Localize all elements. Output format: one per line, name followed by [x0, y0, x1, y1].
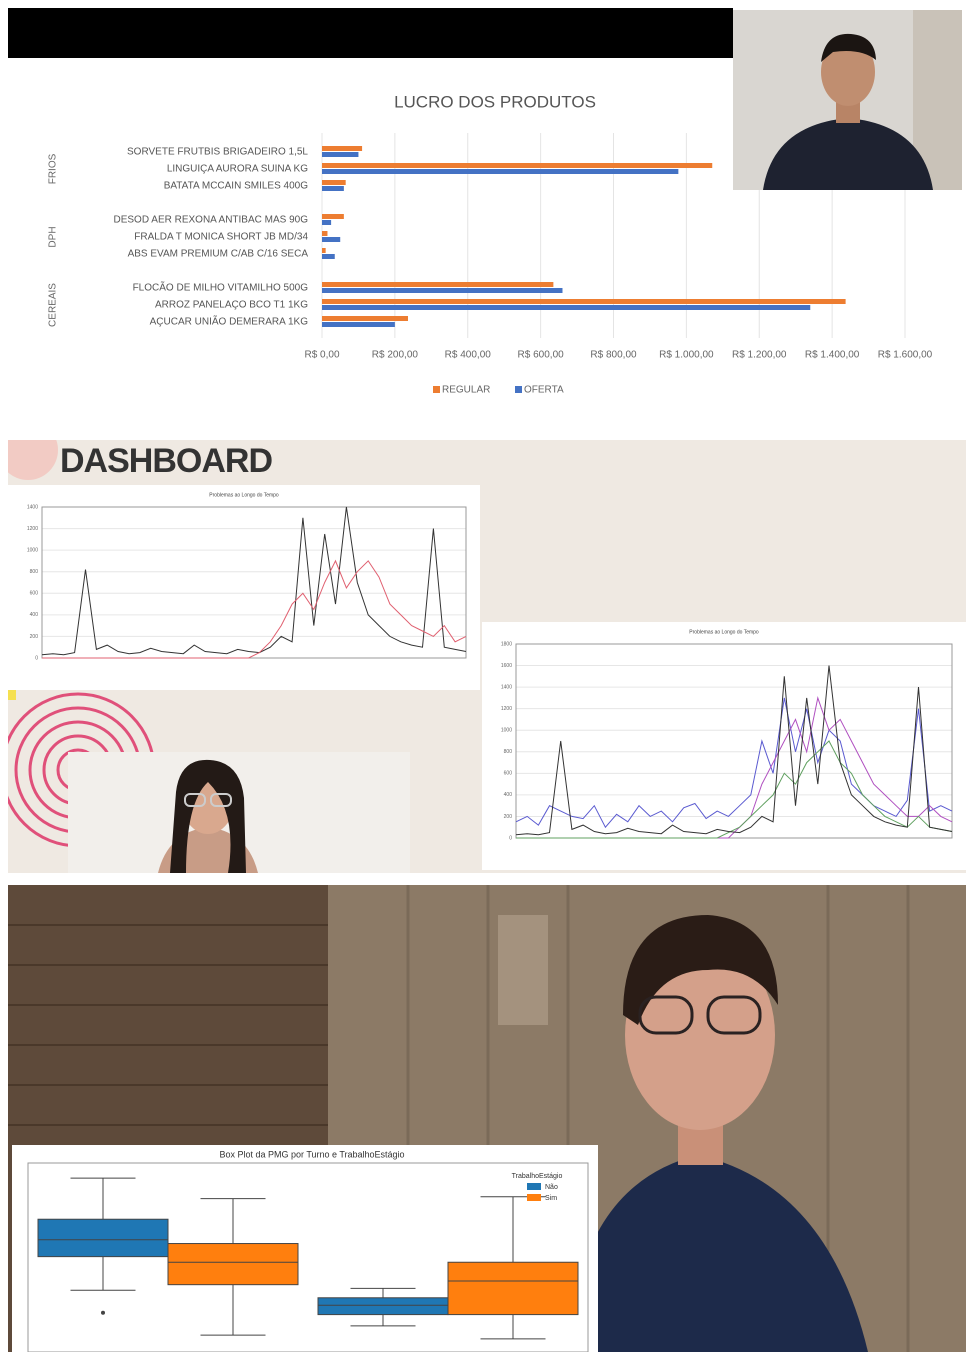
y-tick-label: 200 [504, 814, 513, 820]
y-tick-label: ARROZ PANELAÇO BCO T1 1KG [155, 300, 308, 311]
box [447, 1261, 579, 1316]
bar [322, 146, 363, 151]
y-tick-label: 800 [30, 569, 39, 575]
x-tick-label: R$ 1.400,00 [805, 350, 860, 361]
webcam-video [733, 10, 962, 190]
y-tick-label: 1000 [501, 728, 512, 734]
y-tick-label: 1600 [501, 663, 512, 669]
y-tick-label: 0 [35, 655, 38, 661]
bar [322, 322, 395, 327]
legend-swatch [515, 386, 522, 393]
legend-swatch [527, 1183, 541, 1190]
y-tick-label: BATATA MCCAIN SMILES 400G [164, 181, 309, 192]
x-tick-label: R$ 0,00 [304, 350, 339, 361]
y-tick-label: 1400 [501, 684, 512, 690]
bar [322, 248, 326, 253]
y-tick-label: 600 [30, 591, 39, 597]
bar [322, 282, 554, 287]
x-tick-label: R$ 1.600,00 [878, 350, 933, 361]
bar [322, 163, 713, 168]
chart-title: LUCRO DOS PRODUTOS [394, 92, 596, 111]
bar [322, 288, 563, 293]
legend-label: Não [545, 1184, 558, 1191]
plot-frame [27, 1162, 589, 1352]
y-tick-label: ABS EVAM PREMIUM C/AB C/16 SECA [128, 249, 309, 260]
box [317, 1297, 449, 1316]
y-tick-label: FRALDA T MONICA SHORT JB MD/34 [134, 232, 308, 243]
bar [322, 231, 328, 236]
y-tick-label: 0 [509, 835, 512, 841]
chart: Problemas ao Longo do Tempo 0 200 400 600 800… [8, 485, 480, 690]
bar [322, 152, 359, 157]
chart-title: Box Plot da PMG por Turno e TrabalhoEstá… [219, 1149, 404, 1159]
group-label: FRIOS [48, 153, 59, 184]
bar [322, 169, 679, 174]
x-tick-label: R$ 200,00 [372, 350, 419, 361]
bar [322, 299, 846, 304]
video-panel: Box Plot da PMG por Turno e TrabalhoEstá… [8, 885, 966, 1352]
dashboard-panel: DASHBOARD Problemas ao Longo do Tempo 0 20… [8, 440, 966, 873]
bar [322, 237, 341, 242]
box [167, 1243, 299, 1286]
y-tick-label: DESOD AER REXONA ANTIBAC MAS 90G [113, 215, 308, 226]
chart: Box Plot da PMG por Turno e TrabalhoEstá… [12, 1145, 598, 1352]
plot-frame [515, 643, 953, 839]
outlier [101, 1310, 105, 1315]
top-bar [8, 8, 733, 58]
y-tick-label: 1200 [27, 526, 38, 532]
line [516, 740, 953, 839]
y-tick-label: LINGUIÇA AURORA SUINA KG [167, 164, 308, 175]
y-tick-label: SORVETE FRUTBIS BRIGADEIRO 1,5L [127, 147, 308, 158]
plot-frame [41, 506, 467, 659]
y-tick-label: 400 [504, 792, 513, 798]
dashboard-title: DASHBOARD [60, 442, 273, 480]
chart: LUCRO DOS PRODUTOS R$ 0,00 R$ 200,00 R$ 400… [48, 92, 933, 396]
line [42, 559, 467, 659]
chart-title: Problemas ao Longo do Tempo [209, 492, 279, 498]
x-tick-label: R$ 400,00 [445, 350, 492, 361]
line [515, 697, 953, 829]
bar [322, 305, 811, 310]
y-tick-label: 1000 [27, 547, 38, 553]
chart-title: Problemas ao Longo do Tempo [689, 629, 759, 635]
bar [322, 220, 332, 225]
legend-title: TrabalhoEstágio [512, 1173, 563, 1180]
bar [322, 186, 344, 191]
y-tick-label: 400 [30, 612, 39, 618]
legend-label: REGULAR [442, 385, 490, 396]
bar [322, 214, 344, 219]
bar [322, 180, 346, 185]
x-tick-label: R$ 800,00 [590, 350, 637, 361]
y-tick-label: 1400 [27, 504, 38, 510]
line [41, 506, 467, 656]
legend-label: OFERTA [524, 385, 564, 396]
x-tick-label: R$ 1.000,00 [659, 350, 714, 361]
legend-label: Sim [545, 1195, 557, 1202]
legend-swatch [433, 386, 440, 393]
group-label: DPH [48, 226, 59, 247]
x-tick-label: R$ 600,00 [518, 350, 565, 361]
line [515, 665, 953, 836]
y-tick-label: 200 [30, 634, 39, 640]
chart: Problemas ao Longo do Tempo 0 200 400 600 800… [482, 622, 966, 870]
legend-swatch [527, 1194, 541, 1201]
y-tick-label: 600 [504, 771, 513, 777]
webcam-video [68, 752, 410, 873]
y-tick-label: FLOCÃO DE MILHO VITAMILHO 500G [133, 281, 309, 294]
y-tick-label: AÇUCAR UNIÃO DEMERARA 1KG [150, 315, 309, 328]
y-tick-label: 800 [504, 749, 513, 755]
group-label: CEREAIS [48, 283, 59, 327]
bar [322, 316, 408, 321]
bar [322, 254, 335, 259]
y-tick-label: 1800 [501, 641, 512, 647]
x-tick-label: R$ 1.200,00 [732, 350, 787, 361]
box [37, 1218, 169, 1258]
y-tick-label: 1200 [501, 706, 512, 712]
